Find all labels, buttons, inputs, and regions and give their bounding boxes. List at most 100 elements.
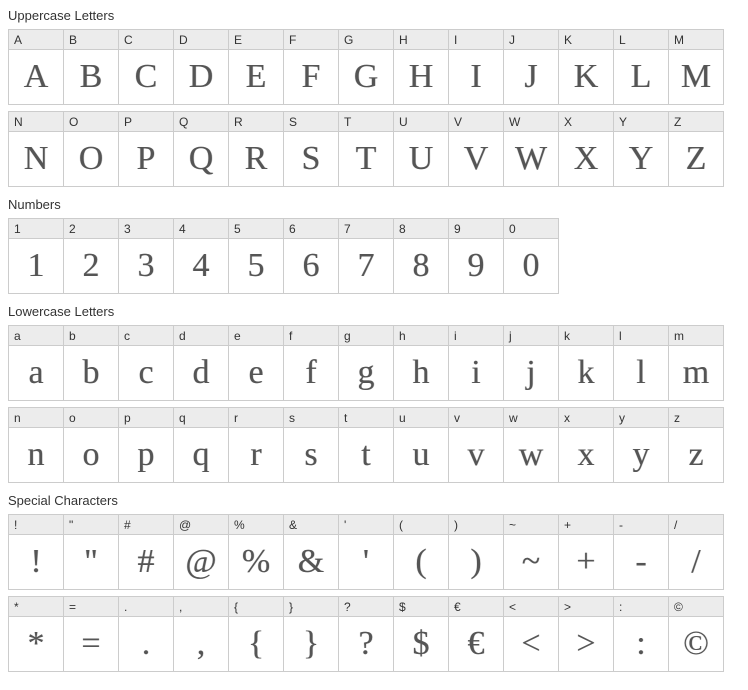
char-glyph: V (449, 132, 503, 186)
section: Special Characters !!""##@@%%&&''(())~~++… (8, 493, 740, 672)
char-glyph: u (394, 428, 448, 482)
char-glyph: ~ (504, 535, 558, 589)
char-cell: YY (613, 111, 669, 187)
char-glyph: 4 (174, 239, 228, 293)
char-cell: )) (448, 514, 504, 590)
char-label: + (559, 515, 613, 535)
char-label: ! (9, 515, 63, 535)
char-glyph: } (284, 617, 338, 671)
char-glyph: 7 (339, 239, 393, 293)
char-cell: hh (393, 325, 449, 401)
char-cell: GG (338, 29, 394, 105)
char-label: i (449, 326, 503, 346)
section-title: Lowercase Letters (8, 304, 740, 319)
char-glyph: T (339, 132, 393, 186)
char-glyph: % (229, 535, 283, 589)
section-title: Special Characters (8, 493, 740, 508)
char-label: W (504, 112, 558, 132)
char-cell: $$ (393, 596, 449, 672)
char-label: S (284, 112, 338, 132)
char-cell: %% (228, 514, 284, 590)
char-glyph: z (669, 428, 723, 482)
char-glyph: A (9, 50, 63, 104)
char-cell: 22 (63, 218, 119, 294)
char-label: = (64, 597, 118, 617)
char-cell: // (668, 514, 724, 590)
char-label: y (614, 408, 668, 428)
char-label: j (504, 326, 558, 346)
char-cell: :: (613, 596, 669, 672)
char-label: < (504, 597, 558, 617)
char-cell: JJ (503, 29, 559, 105)
char-label: . (119, 597, 173, 617)
char-cell: CC (118, 29, 174, 105)
char-glyph: c (119, 346, 173, 400)
char-cell: ** (8, 596, 64, 672)
char-row: AABBCCDDEEFFGGHHIIJJKKLLMM (8, 29, 740, 105)
char-cell: {{ (228, 596, 284, 672)
char-cell: PP (118, 111, 174, 187)
char-label: T (339, 112, 393, 132)
char-label: 8 (394, 219, 448, 239)
char-label: s (284, 408, 338, 428)
char-cell: 11 (8, 218, 64, 294)
char-label: M (669, 30, 723, 50)
char-glyph: D (174, 50, 228, 104)
char-cell: '' (338, 514, 394, 590)
char-label: N (9, 112, 63, 132)
char-label: h (394, 326, 448, 346)
char-glyph: b (64, 346, 118, 400)
char-glyph: W (504, 132, 558, 186)
char-label: p (119, 408, 173, 428)
char-row: nnooppqqrrssttuuvvwwxxyyzz (8, 407, 740, 483)
char-glyph: P (119, 132, 173, 186)
char-cell: 55 (228, 218, 284, 294)
char-cell: && (283, 514, 339, 590)
char-glyph: j (504, 346, 558, 400)
char-label: / (669, 515, 723, 535)
char-cell: xx (558, 407, 614, 483)
char-row: aabbccddeeffgghhiijjkkllmm (8, 325, 740, 401)
char-glyph: , (174, 617, 228, 671)
char-glyph: i (449, 346, 503, 400)
char-label: F (284, 30, 338, 50)
char-cell: 44 (173, 218, 229, 294)
char-glyph: l (614, 346, 668, 400)
char-row: NNOOPPQQRRSSTTUUVVWWXXYYZZ (8, 111, 740, 187)
char-glyph: ( (394, 535, 448, 589)
char-label: L (614, 30, 668, 50)
char-glyph: 8 (394, 239, 448, 293)
char-glyph: C (119, 50, 173, 104)
char-glyph: " (64, 535, 118, 589)
char-cell: €€ (448, 596, 504, 672)
char-glyph: L (614, 50, 668, 104)
char-cell: 99 (448, 218, 504, 294)
char-cell: ff (283, 325, 339, 401)
char-label: 2 (64, 219, 118, 239)
char-cell: pp (118, 407, 174, 483)
char-label: - (614, 515, 668, 535)
char-label: d (174, 326, 228, 346)
char-label: E (229, 30, 283, 50)
char-label: X (559, 112, 613, 132)
char-row: 11223344556677889900 (8, 218, 740, 294)
char-glyph: 3 (119, 239, 173, 293)
char-label: % (229, 515, 283, 535)
char-row: !!""##@@%%&&''(())~~++--// (8, 514, 740, 590)
char-glyph: k (559, 346, 613, 400)
char-cell: ii (448, 325, 504, 401)
char-label: { (229, 597, 283, 617)
char-glyph: 1 (9, 239, 63, 293)
char-cell: yy (613, 407, 669, 483)
section: Uppercase LettersAABBCCDDEEFFGGHHIIJJKKL… (8, 8, 740, 187)
char-label: b (64, 326, 118, 346)
char-label: & (284, 515, 338, 535)
char-label: v (449, 408, 503, 428)
char-glyph: E (229, 50, 283, 104)
char-label: J (504, 30, 558, 50)
char-cell: RR (228, 111, 284, 187)
char-label: A (9, 30, 63, 50)
char-label: 5 (229, 219, 283, 239)
char-glyph: w (504, 428, 558, 482)
char-glyph: $ (394, 617, 448, 671)
